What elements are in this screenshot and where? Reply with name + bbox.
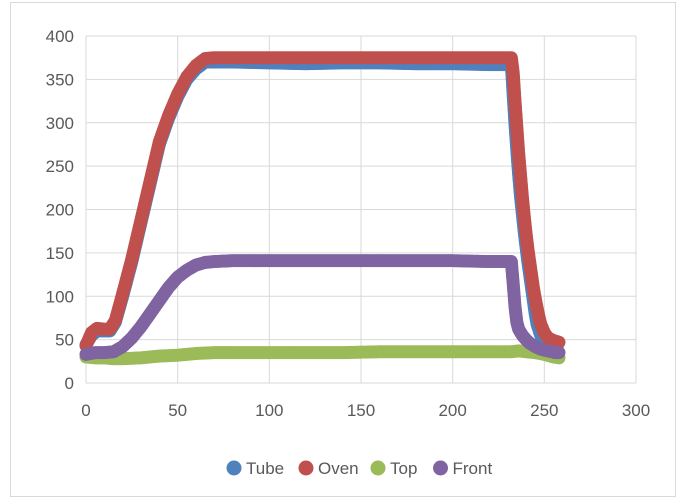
series-oven [79, 51, 566, 353]
legend-label: Front [453, 459, 493, 478]
y-tick-label: 0 [65, 374, 74, 393]
y-tick-label: 400 [46, 27, 74, 46]
axis-layer: 0 50 100 150 200 250 300 350 400 0 50 100 150 200 250 3… [46, 27, 651, 420]
legend-marker [298, 460, 314, 476]
legend-label: Top [390, 459, 417, 478]
data-point [552, 346, 566, 360]
x-tick-label: 0 [81, 401, 90, 420]
legend-marker [433, 460, 448, 476]
y-tick-label: 50 [55, 331, 74, 350]
y-tick-label: 350 [46, 70, 74, 89]
series-front [79, 254, 566, 361]
scatter-chart: 0 50 100 150 200 250 300 350 400 0 50 100 150 200 250 3… [46, 27, 651, 478]
legend-item-front: Front [433, 459, 492, 478]
y-tick-label: 150 [46, 244, 74, 263]
series-top [79, 344, 566, 366]
y-tick-label: 300 [46, 114, 74, 133]
legend-item-tube: Tube [226, 459, 284, 478]
y-tick-label: 200 [46, 201, 74, 220]
x-tick-label: 200 [438, 401, 466, 420]
x-tick-label: 150 [347, 401, 375, 420]
chart-frame: 0 50 100 150 200 250 300 350 400 0 50 100 150 200 250 3… [10, 2, 676, 497]
legend-marker [370, 460, 386, 476]
x-tick-label: 250 [530, 401, 558, 420]
y-tick-label: 100 [46, 287, 74, 306]
x-tick-label: 50 [168, 401, 187, 420]
legend-item-top: Top [370, 459, 417, 478]
series-layer [79, 51, 566, 366]
y-tick-label: 250 [46, 157, 74, 176]
x-tick-label: 300 [622, 401, 650, 420]
legend-item-oven: Oven [298, 459, 359, 478]
x-tick-label: 100 [255, 401, 283, 420]
grid-layer [85, 35, 637, 384]
legend-label: Tube [246, 459, 284, 478]
legend-label: Oven [318, 459, 359, 478]
legend: Tube Oven Top Front [226, 459, 492, 478]
data-point [552, 335, 566, 349]
legend-marker [226, 460, 242, 476]
